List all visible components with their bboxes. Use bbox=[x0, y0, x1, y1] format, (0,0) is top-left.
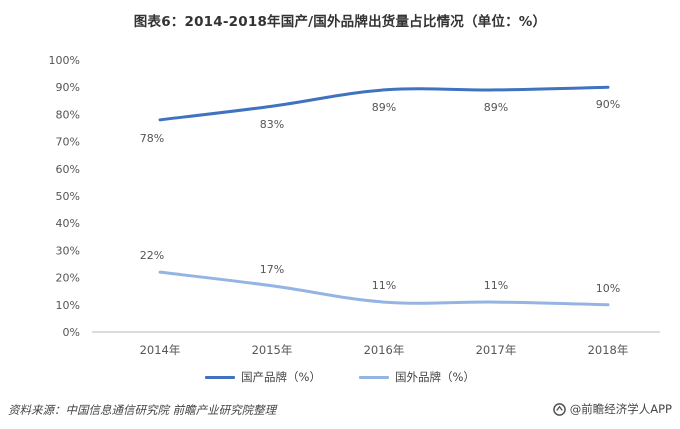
series-line-foreign bbox=[158, 270, 610, 307]
x-tick-label: 2015年 bbox=[252, 343, 293, 357]
data-label-foreign: 11% bbox=[372, 279, 396, 292]
data-label-foreign: 17% bbox=[260, 263, 284, 276]
y-tick-label: 70% bbox=[56, 136, 80, 149]
data-label-foreign: 10% bbox=[596, 282, 620, 295]
legend-label-domestic: 国产品牌（%） bbox=[241, 370, 321, 384]
y-tick-label: 50% bbox=[56, 190, 80, 203]
series-layer bbox=[158, 85, 610, 307]
y-tick-label: 60% bbox=[56, 163, 80, 176]
chart-title: 图表6：2014-2018年国产/国外品牌出货量占比情况（单位：%） bbox=[133, 14, 547, 30]
x-tick-label: 2014年 bbox=[140, 343, 181, 357]
source-note: 资料来源：中国信息通信研究院 前瞻产业研究院整理 bbox=[8, 403, 277, 417]
y-tick-label: 90% bbox=[56, 81, 80, 94]
x-tick-label: 2017年 bbox=[476, 343, 517, 357]
legend-swatch-foreign bbox=[359, 375, 389, 379]
series-line-domestic bbox=[158, 85, 610, 122]
data-labels: 78% 83% 89% 89% 90% 22% 17% 11% 11% 10% bbox=[140, 98, 620, 295]
y-tick-label: 30% bbox=[56, 244, 80, 257]
brand-credit-text: @前瞻经济学人APP bbox=[569, 402, 672, 416]
data-label-foreign: 11% bbox=[484, 279, 508, 292]
brand-credit: @前瞻经济学人APP bbox=[552, 401, 672, 417]
y-tick-label: 20% bbox=[56, 272, 80, 285]
data-label-domestic: 83% bbox=[260, 118, 284, 131]
y-tick-label: 40% bbox=[56, 217, 80, 230]
legend-label-foreign: 国外品牌（%） bbox=[395, 370, 475, 384]
x-tick-label: 2018年 bbox=[588, 343, 629, 357]
brand-logo-icon bbox=[552, 402, 566, 416]
data-label-domestic: 78% bbox=[140, 132, 164, 145]
data-label-foreign: 22% bbox=[140, 249, 164, 262]
y-axis: 0% 10% 20% 30% 40% 50% 60% 70% 80% 90% 100% bbox=[49, 54, 80, 339]
y-tick-label: 80% bbox=[56, 108, 80, 121]
data-label-domestic: 90% bbox=[596, 98, 620, 111]
legend: 国产品牌（%） 国外品牌（%） bbox=[0, 369, 680, 385]
y-tick-label: 0% bbox=[63, 326, 80, 339]
legend-item-domestic: 国产品牌（%） bbox=[205, 369, 321, 385]
legend-swatch-domestic bbox=[205, 375, 236, 379]
x-tick-label: 2016年 bbox=[364, 343, 405, 357]
y-tick-label: 100% bbox=[49, 54, 80, 67]
data-label-domestic: 89% bbox=[484, 101, 508, 114]
legend-item-foreign: 国外品牌（%） bbox=[359, 369, 475, 385]
y-tick-label: 10% bbox=[56, 299, 80, 312]
x-axis: 2014年 2015年 2016年 2017年 2018年 bbox=[92, 331, 660, 357]
data-label-domestic: 89% bbox=[372, 101, 396, 114]
